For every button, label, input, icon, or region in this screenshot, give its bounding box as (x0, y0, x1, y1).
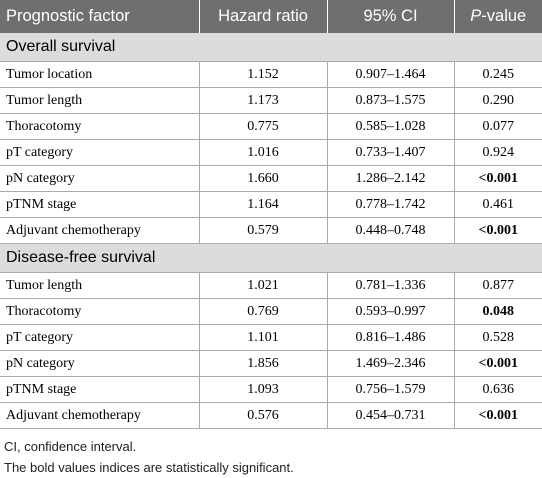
header-95-ci: 95% CI (327, 0, 455, 33)
cell-hazard-ratio: 1.173 (199, 87, 328, 114)
hazard-ratio-table: Prognostic factor Hazard ratio 95% CI P-… (0, 0, 542, 429)
table-row: pTNM stage 1.093 0.756–1.579 0.636 (0, 376, 542, 403)
cell-p-value: <0.001 (454, 402, 542, 429)
table-body: Overall survival Tumor location 1.152 0.907… (0, 33, 542, 429)
cell-p-value: 0.290 (454, 87, 542, 114)
cell-hazard-ratio: 1.152 (199, 61, 328, 88)
cell-ci: 1.286–2.142 (327, 165, 455, 192)
cell-ci: 0.781–1.336 (327, 272, 455, 299)
cell-p-value: 0.245 (454, 61, 542, 88)
cell-ci: 0.778–1.742 (327, 191, 455, 218)
header-prognostic-factor: Prognostic factor (0, 0, 200, 33)
cell-factor: Thoracotomy (0, 113, 200, 140)
section-title: Disease-free survival (0, 243, 542, 273)
table-row: Thoracotomy 0.775 0.585–1.028 0.077 (0, 113, 542, 140)
cell-ci: 1.469–2.346 (327, 350, 455, 377)
cell-factor: pTNM stage (0, 376, 200, 403)
cell-hazard-ratio: 0.775 (199, 113, 328, 140)
header-p-italic: P (470, 7, 482, 25)
table-row: Thoracotomy 0.769 0.593–0.997 0.048 (0, 298, 542, 325)
cell-hazard-ratio: 0.579 (199, 217, 328, 244)
table-row: Tumor length 1.021 0.781–1.336 0.877 (0, 272, 542, 299)
cell-factor: Adjuvant chemotherapy (0, 402, 200, 429)
cell-factor: pT category (0, 324, 200, 351)
section-header-row: Disease-free survival (0, 243, 542, 273)
cell-p-value: <0.001 (454, 165, 542, 192)
cell-p-value: 0.924 (454, 139, 542, 166)
cell-hazard-ratio: 1.856 (199, 350, 328, 377)
cell-hazard-ratio: 0.769 (199, 298, 328, 325)
header-hazard-ratio: Hazard ratio (199, 0, 328, 33)
table-header-row: Prognostic factor Hazard ratio 95% CI P-… (0, 0, 542, 33)
cell-p-value: 0.528 (454, 324, 542, 351)
table-row: Adjuvant chemotherapy 0.576 0.454–0.731 <0.… (0, 402, 542, 429)
cell-ci: 0.733–1.407 (327, 139, 455, 166)
table-row: Tumor length 1.173 0.873–1.575 0.290 (0, 87, 542, 114)
cell-factor: Tumor length (0, 272, 200, 299)
table-row: Adjuvant chemotherapy 0.579 0.448–0.748 <0.… (0, 217, 542, 244)
cell-p-value: 0.077 (454, 113, 542, 140)
cell-hazard-ratio: 1.093 (199, 376, 328, 403)
cell-hazard-ratio: 1.016 (199, 139, 328, 166)
table-row: pTNM stage 1.164 0.778–1.742 0.461 (0, 191, 542, 218)
cell-ci: 0.454–0.731 (327, 402, 455, 429)
cell-factor: pTNM stage (0, 191, 200, 218)
header-p-value: P-value (454, 0, 542, 33)
cell-p-value: 0.461 (454, 191, 542, 218)
cell-factor: Tumor location (0, 61, 200, 88)
cell-hazard-ratio: 0.576 (199, 402, 328, 429)
table-row: pT category 1.101 0.816–1.486 0.528 (0, 324, 542, 351)
cell-factor: Adjuvant chemotherapy (0, 217, 200, 244)
table-row: pN category 1.856 1.469–2.346 <0.001 (0, 350, 542, 377)
table-row: pT category 1.016 0.733–1.407 0.924 (0, 139, 542, 166)
cell-hazard-ratio: 1.021 (199, 272, 328, 299)
cell-p-value: <0.001 (454, 217, 542, 244)
footnote-bold: The bold values indices are statisticall… (4, 460, 294, 475)
cell-ci: 0.873–1.575 (327, 87, 455, 114)
section-header-row: Overall survival (0, 33, 542, 62)
cell-factor: pN category (0, 165, 200, 192)
cell-factor: pN category (0, 350, 200, 377)
cell-hazard-ratio: 1.164 (199, 191, 328, 218)
section-title: Overall survival (0, 33, 542, 62)
cell-p-value: 0.877 (454, 272, 542, 299)
cell-hazard-ratio: 1.101 (199, 324, 328, 351)
footnote-ci: CI, confidence interval. (4, 439, 137, 454)
cell-ci: 0.448–0.748 (327, 217, 455, 244)
cell-p-value: 0.048 (454, 298, 542, 325)
table-row: pN category 1.660 1.286–2.142 <0.001 (0, 165, 542, 192)
cell-ci: 0.585–1.028 (327, 113, 455, 140)
cell-p-value: 0.636 (454, 376, 542, 403)
cell-ci: 0.593–0.997 (327, 298, 455, 325)
header-p-rest: -value (481, 7, 527, 25)
cell-hazard-ratio: 1.660 (199, 165, 328, 192)
cell-ci: 0.907–1.464 (327, 61, 455, 88)
table-footnotes: CI, confidence interval. The bold values… (0, 436, 542, 478)
cell-ci: 0.816–1.486 (327, 324, 455, 351)
cell-factor: Thoracotomy (0, 298, 200, 325)
table-row: Tumor location 1.152 0.907–1.464 0.245 (0, 61, 542, 88)
cell-factor: pT category (0, 139, 200, 166)
cell-p-value: <0.001 (454, 350, 542, 377)
cell-ci: 0.756–1.579 (327, 376, 455, 403)
cell-factor: Tumor length (0, 87, 200, 114)
